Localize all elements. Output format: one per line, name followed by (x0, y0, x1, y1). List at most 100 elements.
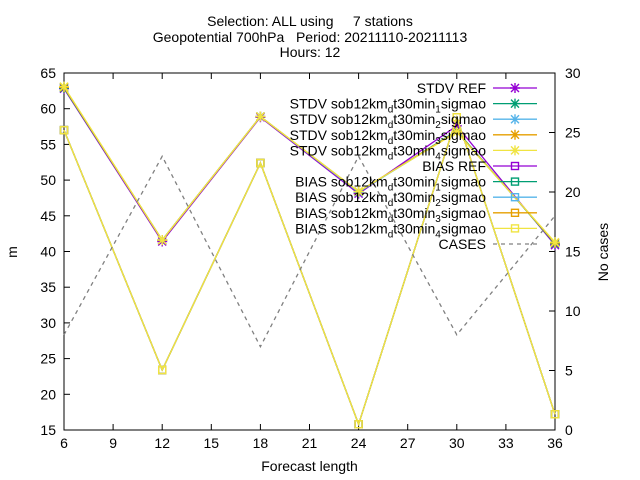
series-line (63, 115, 556, 427)
series-line (63, 154, 556, 349)
data-point (157, 365, 167, 375)
legend-subscript: d (388, 229, 394, 240)
legend-text: t30min (393, 96, 435, 112)
x-tick-label: 15 (204, 435, 220, 451)
x-tick-label: 30 (449, 435, 465, 451)
legend-label: STDV REF (417, 80, 486, 96)
y2-axis-label: No cases (595, 223, 611, 281)
y-tick-label: 55 (40, 136, 56, 152)
legend-subscript: d (388, 214, 394, 225)
y-tick-label: 20 (40, 386, 56, 402)
y2-tick-label: 20 (565, 184, 581, 200)
legend-swatch-marker (510, 208, 520, 218)
data-point (255, 111, 266, 122)
legend-text: sigmao (441, 111, 486, 127)
legend-text: t30min (393, 142, 435, 158)
x-tick-label: 18 (253, 435, 269, 451)
x-tick-label: 33 (498, 435, 514, 451)
legend-swatch-marker (510, 114, 520, 125)
legend-label: STDV sob12kmdt30min3sigmao (290, 127, 487, 147)
chart-title-line: Hours: 12 (280, 44, 341, 60)
x-tick-label: 36 (547, 435, 563, 451)
x-tick-label: 21 (302, 435, 318, 451)
legend-text: BIAS sob12km (295, 174, 388, 190)
legend-text: t30min (393, 205, 435, 221)
legend-text: sigmao (441, 205, 486, 221)
legend-subscript: 1 (435, 183, 441, 194)
legend-text: t30min (393, 111, 435, 127)
legend-text: sigmao (441, 189, 486, 205)
legend-label: BIAS REF (422, 158, 486, 174)
legend-text: t30min (393, 174, 435, 190)
legend-label: STDV sob12kmdt30min1sigmao (290, 96, 487, 116)
legend-text: STDV sob12km (290, 111, 388, 127)
legend-label: BIAS sob12kmdt30min4sigmao (295, 220, 486, 240)
y2-tick-label: 5 (565, 363, 573, 379)
legend-subscript: 3 (435, 214, 441, 225)
y-tick-label: 15 (40, 422, 56, 438)
y2-tick-label: 10 (565, 303, 581, 319)
legend-text: t30min (393, 189, 435, 205)
legend-text: t30min (393, 127, 435, 143)
x-tick-label: 27 (400, 435, 416, 451)
legend-text: STDV sob12km (290, 96, 388, 112)
legend-subscript: 2 (435, 198, 441, 209)
legend-subscript: 3 (435, 136, 441, 147)
series-line (63, 88, 556, 246)
legend-subscript: d (388, 198, 394, 209)
legend-label: STDV sob12kmdt30min2sigmao (290, 111, 487, 131)
x-tick-label: 9 (109, 435, 117, 451)
legend-text: sigmao (441, 127, 486, 143)
legend-swatch-marker (510, 161, 520, 171)
legend-text: CASES (439, 236, 486, 252)
legend-label: CASES (439, 236, 486, 252)
y2-tick-label: 0 (565, 422, 573, 438)
x-tick-label: 6 (60, 435, 68, 451)
y-tick-label: 50 (40, 172, 56, 188)
data-point (59, 81, 69, 92)
data-point (59, 125, 69, 135)
legend-subscript: 4 (435, 229, 441, 240)
data-point (451, 127, 462, 138)
legend-subscript: d (388, 183, 394, 194)
legend-text: t30min (393, 220, 435, 236)
y-tick-label: 30 (40, 315, 56, 331)
legend-text: STDV sob12km (290, 142, 388, 158)
legend-text: BIAS sob12km (295, 189, 388, 205)
series-4 (59, 81, 560, 248)
legend (493, 83, 537, 245)
legend-text: sigmao (441, 220, 486, 236)
legend-text: STDV sob12km (290, 127, 388, 143)
legend-subscript: 1 (435, 105, 441, 116)
x-axis-label: Forecast length (261, 458, 358, 474)
series-10 (63, 154, 556, 349)
data-point (157, 235, 168, 246)
x-tick-label: 12 (154, 435, 170, 451)
legend-text: STDV REF (417, 80, 486, 96)
legend-swatch-marker (510, 98, 520, 109)
series-line (63, 86, 556, 243)
legend-text: BIAS sob12km (295, 220, 388, 236)
legend-swatch-marker (510, 129, 520, 140)
y2-tick-label: 15 (565, 244, 581, 260)
data-point (550, 237, 560, 248)
data-point (353, 186, 364, 197)
legend-label: BIAS sob12kmdt30min3sigmao (295, 205, 486, 225)
legend-swatch-marker (510, 177, 520, 186)
data-point (452, 113, 461, 122)
y2-tick-label: 30 (565, 65, 581, 81)
legend-text: sigmao (441, 96, 486, 112)
legend-text: BIAS REF (422, 158, 486, 174)
data-point (354, 420, 363, 429)
legend-subscript: 2 (435, 120, 441, 131)
legend-subscript: d (388, 105, 394, 116)
series-9 (59, 113, 560, 429)
x-tick-label: 24 (351, 435, 367, 451)
legend-swatch-marker (510, 224, 520, 233)
data-point (256, 158, 265, 168)
legend-subscript: d (388, 136, 394, 147)
legend-swatch-marker (510, 83, 520, 93)
y-tick-label: 25 (40, 351, 56, 367)
legend-text: sigmao (441, 142, 486, 158)
y-tick-label: 40 (40, 244, 56, 260)
